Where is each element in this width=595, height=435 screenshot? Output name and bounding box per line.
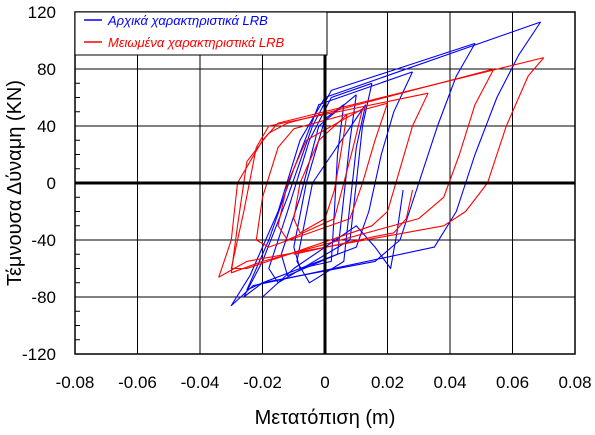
x-axis-title: Μετατόπιση (m) (255, 407, 396, 429)
series-1-loop-1 (230, 68, 495, 274)
legend-box (74, 11, 328, 56)
zero-axes (75, 12, 575, 354)
x-tick-label-8: 0.08 (558, 373, 591, 392)
y-tick-label-1: -80 (31, 288, 56, 307)
series-0-loop-7 (296, 104, 367, 284)
series-0-loop-2 (246, 71, 413, 291)
x-tick-label-1: -0.06 (118, 373, 157, 392)
series-1-loop-6 (293, 189, 414, 255)
series-0-loop-4 (280, 94, 357, 277)
x-tick-label-7: 0.06 (496, 373, 529, 392)
y-tick-label-5: 80 (37, 60, 56, 79)
y-tick-label-4: 40 (37, 117, 56, 136)
x-tick-label-4: 0 (320, 373, 329, 392)
y-tick-labels: -120 -80 -40 0 40 80 120 (22, 3, 56, 364)
x-tick-label-3: -0.02 (243, 373, 282, 392)
y-axis-title: Τέμνουσα Δύναμη (KN) (4, 80, 26, 286)
series-0-loop-6 (262, 190, 404, 298)
series-1-loop-4 (277, 108, 364, 241)
x-tick-label-5: 0.02 (371, 373, 404, 392)
y-tick-label-6: 120 (28, 3, 56, 22)
y-tick-label-3: 0 (47, 174, 56, 193)
legend: Αρχικά χαρακτηριστικά LRB Μειωμένα χαρακ… (74, 11, 328, 56)
series-layer (218, 21, 545, 307)
x-tick-label-0: -0.08 (56, 373, 95, 392)
legend-label-1: Μειωμένα χαρακτηριστικά LRB (108, 35, 285, 50)
series-0-loop-3 (268, 82, 373, 284)
y-tick-label-2: -40 (31, 231, 56, 250)
series-1-loop-0 (218, 57, 545, 278)
x-tick-labels: -0.08 -0.06 -0.04 -0.02 0 0.02 0.04 0.06 0.08 (56, 373, 592, 392)
x-tick-label-6: 0.04 (433, 373, 466, 392)
series-1-loop-5 (293, 114, 348, 234)
x-tick-label-2: -0.04 (181, 373, 220, 392)
series-1-loop-2 (230, 92, 429, 270)
series-0-loop-0 (230, 21, 542, 307)
legend-label-0: Αρχικά χαρακτηριστικά LRB (107, 13, 268, 28)
y-tick-label-0: -120 (22, 345, 56, 364)
series-1-loop-3 (255, 102, 389, 248)
